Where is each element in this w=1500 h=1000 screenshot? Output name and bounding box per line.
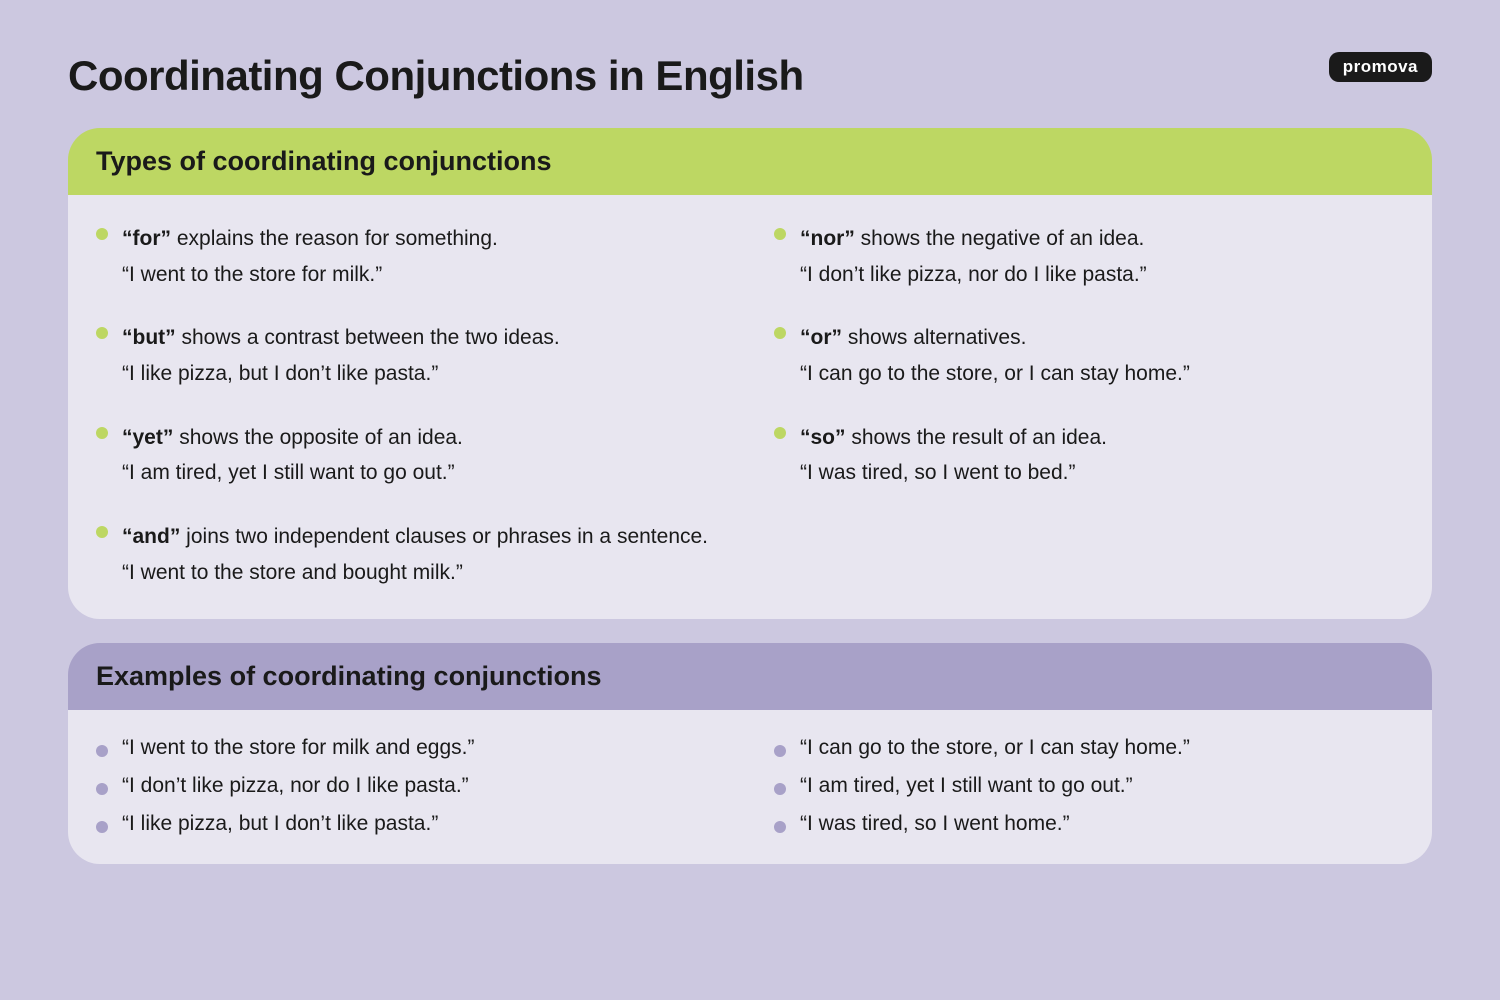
- page-title: Coordinating Conjunctions in English: [68, 52, 804, 100]
- bullet-icon: [774, 228, 786, 240]
- types-section: Types of coordinating conjunctions “for”…: [68, 128, 1432, 619]
- examples-section-header: Examples of coordinating conjunctions: [68, 643, 1432, 710]
- example-text: “I like pizza, but I don’t like pasta.”: [122, 812, 438, 836]
- type-keyword: “for”: [122, 227, 171, 250]
- type-text: “nor” shows the negative of an idea. “I …: [800, 221, 1147, 292]
- type-example: “I went to the store for milk.”: [122, 257, 498, 293]
- type-item: “for” explains the reason for something.…: [96, 221, 726, 292]
- type-desc: explains the reason for something.: [171, 227, 498, 250]
- type-keyword: “so”: [800, 426, 846, 449]
- examples-section-body: “I went to the store for milk and eggs.”…: [68, 710, 1432, 864]
- examples-grid: “I went to the store for milk and eggs.”…: [96, 736, 1404, 836]
- type-desc: shows the negative of an idea.: [855, 227, 1145, 250]
- type-item: “so” shows the result of an idea. “I was…: [774, 420, 1404, 491]
- example-text: “I can go to the store, or I can stay ho…: [800, 736, 1190, 760]
- bullet-icon: [96, 526, 108, 538]
- type-desc: shows alternatives.: [842, 326, 1026, 349]
- type-desc: shows the result of an idea.: [846, 426, 1108, 449]
- type-keyword: “yet”: [122, 426, 173, 449]
- type-item: “yet” shows the opposite of an idea. “I …: [96, 420, 726, 491]
- example-item: “I am tired, yet I still want to go out.…: [774, 774, 1404, 798]
- bullet-icon: [96, 745, 108, 757]
- bullet-icon: [774, 783, 786, 795]
- type-keyword: “and”: [122, 525, 180, 548]
- bullet-icon: [774, 821, 786, 833]
- type-text: “and” joins two independent clauses or p…: [122, 519, 708, 590]
- type-keyword: “or”: [800, 326, 842, 349]
- type-example: “I am tired, yet I still want to go out.…: [122, 455, 463, 491]
- type-text: “for” explains the reason for something.…: [122, 221, 498, 292]
- example-item: “I was tired, so I went home.”: [774, 812, 1404, 836]
- type-item: “or” shows alternatives. “I can go to th…: [774, 320, 1404, 391]
- brand-badge: promova: [1329, 52, 1432, 82]
- example-text: “I am tired, yet I still want to go out.…: [800, 774, 1133, 798]
- bullet-icon: [96, 228, 108, 240]
- bullet-icon: [96, 427, 108, 439]
- example-item: “I can go to the store, or I can stay ho…: [774, 736, 1404, 760]
- type-text: “so” shows the result of an idea. “I was…: [800, 420, 1107, 491]
- type-example: “I don’t like pizza, nor do I like pasta…: [800, 257, 1147, 293]
- type-desc: joins two independent clauses or phrases…: [180, 525, 708, 548]
- type-example: “I can go to the store, or I can stay ho…: [800, 356, 1190, 392]
- bullet-icon: [774, 427, 786, 439]
- header-row: Coordinating Conjunctions in English pro…: [68, 52, 1432, 100]
- bullet-icon: [96, 821, 108, 833]
- bullet-icon: [774, 327, 786, 339]
- type-desc: shows a contrast between the two ideas.: [176, 326, 560, 349]
- type-text: “but” shows a contrast between the two i…: [122, 320, 560, 391]
- example-text: “I was tired, so I went home.”: [800, 812, 1070, 836]
- type-desc: shows the opposite of an idea.: [173, 426, 463, 449]
- type-example: “I was tired, so I went to bed.”: [800, 455, 1107, 491]
- example-text: “I don’t like pizza, nor do I like pasta…: [122, 774, 469, 798]
- type-item: “but” shows a contrast between the two i…: [96, 320, 726, 391]
- example-text: “I went to the store for milk and eggs.”: [122, 736, 475, 760]
- example-item: “I don’t like pizza, nor do I like pasta…: [96, 774, 726, 798]
- type-keyword: “but”: [122, 326, 176, 349]
- types-section-header: Types of coordinating conjunctions: [68, 128, 1432, 195]
- type-item: “nor” shows the negative of an idea. “I …: [774, 221, 1404, 292]
- example-item: “I went to the store for milk and eggs.”: [96, 736, 726, 760]
- example-item: “I like pizza, but I don’t like pasta.”: [96, 812, 726, 836]
- types-grid: “for” explains the reason for something.…: [96, 221, 1404, 591]
- type-example: “I went to the store and bought milk.”: [122, 555, 708, 591]
- bullet-icon: [774, 745, 786, 757]
- types-section-body: “for” explains the reason for something.…: [68, 195, 1432, 619]
- examples-section: Examples of coordinating conjunctions “I…: [68, 643, 1432, 864]
- type-item: “and” joins two independent clauses or p…: [96, 519, 1404, 590]
- type-text: “or” shows alternatives. “I can go to th…: [800, 320, 1190, 391]
- type-example: “I like pizza, but I don’t like pasta.”: [122, 356, 560, 392]
- type-text: “yet” shows the opposite of an idea. “I …: [122, 420, 463, 491]
- bullet-icon: [96, 327, 108, 339]
- bullet-icon: [96, 783, 108, 795]
- type-keyword: “nor”: [800, 227, 855, 250]
